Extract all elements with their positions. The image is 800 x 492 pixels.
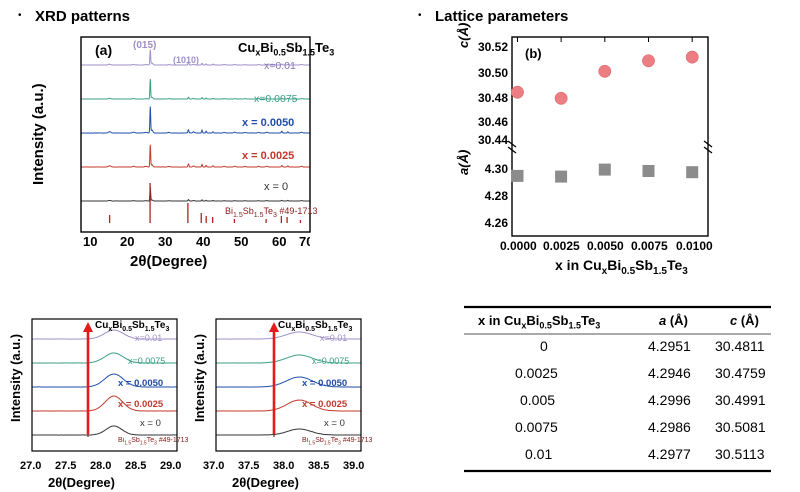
svg-text:40: 40 [196, 234, 210, 249]
svg-text:50: 50 [234, 234, 248, 249]
svg-text:30: 30 [158, 234, 172, 249]
svg-text:20: 20 [120, 234, 134, 249]
svg-text:70: 70 [299, 234, 310, 249]
svg-text:10: 10 [83, 234, 97, 249]
svg-text:60: 60 [272, 234, 286, 249]
